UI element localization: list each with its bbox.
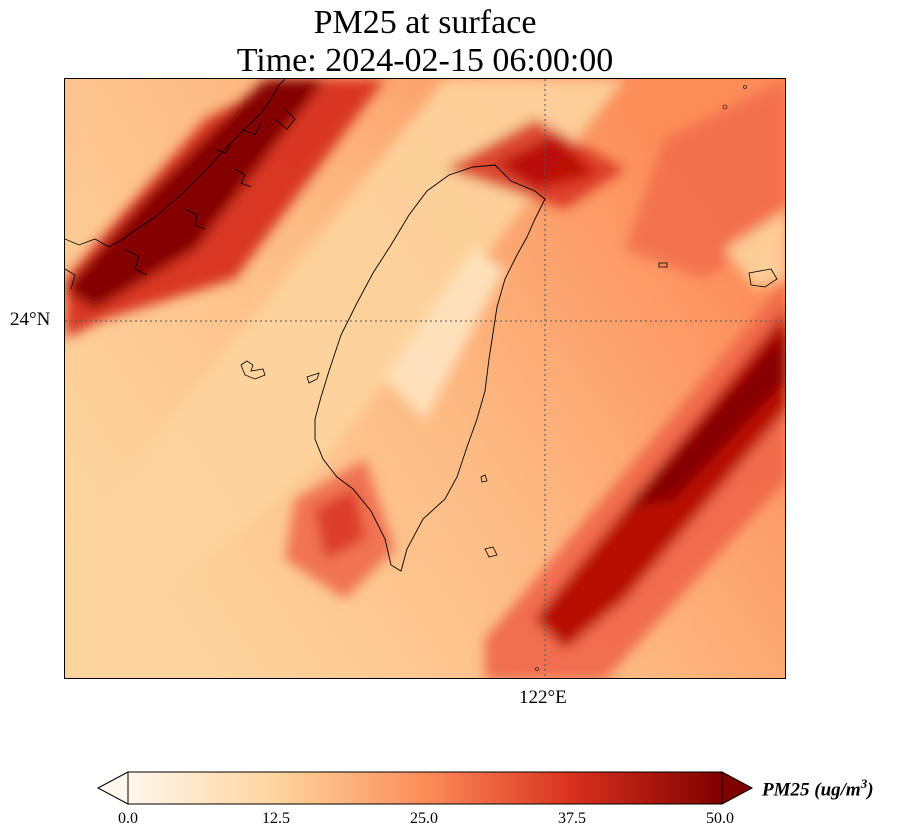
- taiwan-coastline: [314, 164, 546, 572]
- yonaguni-islet: [658, 262, 668, 268]
- plume-southeast-core: [625, 331, 785, 509]
- colorbar-graphic: [96, 771, 754, 805]
- low-core: [385, 249, 505, 419]
- colorbar-label-text: PM25 (ug/m: [762, 779, 861, 801]
- colorbar-tick-label: 25.0: [410, 810, 438, 827]
- green-island: [480, 474, 488, 483]
- colorbar-tick-label: 37.5: [558, 810, 586, 827]
- pm25-field: [65, 79, 785, 678]
- islet: [743, 85, 747, 89]
- colorbar: [96, 770, 756, 811]
- colorbar-tick-label: 50.0: [706, 810, 734, 827]
- low-band: [65, 79, 625, 678]
- colorbar-extend-high: [721, 771, 754, 805]
- colorbar-label: PM25 (ug/m3): [762, 776, 874, 801]
- island-west: [306, 372, 320, 384]
- chart-title-line-1: PM25 at surface: [313, 4, 537, 41]
- longitude-label: 122°E: [519, 687, 567, 708]
- plume-south-strait-core: [315, 489, 365, 559]
- colorbar-tick-label: 0.0: [118, 810, 138, 827]
- china-coastline: [65, 79, 296, 290]
- orchid-island: [484, 546, 498, 558]
- plume-north-core: [495, 134, 595, 189]
- chart-title-line-2: Time: 2024-02-15 06:00:00: [236, 42, 614, 79]
- colorbar-gradient: [127, 771, 723, 805]
- colorbar-tick-label: 12.5: [262, 810, 290, 827]
- islet: [722, 104, 728, 110]
- colorbar-label-close: ): [867, 779, 874, 801]
- plume-southeast-outer: [485, 281, 785, 678]
- penghu-islands: [240, 360, 266, 380]
- colorbar-extend-low: [96, 771, 129, 805]
- islet: [535, 667, 539, 671]
- plume-northeast: [625, 79, 785, 279]
- map-panel: [64, 78, 786, 679]
- iriomote-island: [748, 268, 778, 288]
- latitude-label: 24°N: [10, 309, 51, 330]
- colorbar-label-exponent: 3: [860, 776, 868, 791]
